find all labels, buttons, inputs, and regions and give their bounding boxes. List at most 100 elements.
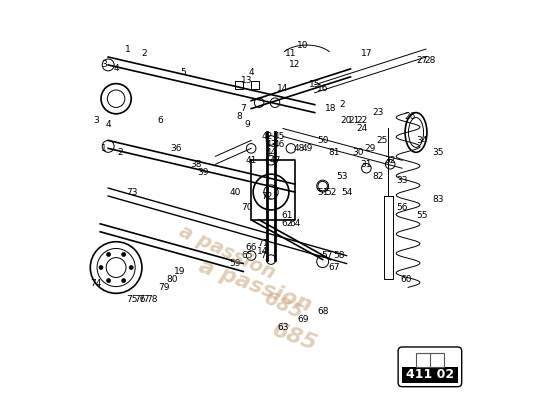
Text: a passion: a passion	[196, 256, 315, 315]
Text: 21: 21	[349, 116, 360, 125]
Text: 20: 20	[341, 116, 352, 125]
Text: 68: 68	[317, 307, 328, 316]
Text: 13: 13	[241, 76, 253, 85]
Bar	[251, 81, 259, 89]
Text: 42: 42	[261, 132, 273, 141]
Text: 2: 2	[340, 100, 345, 109]
Text: 77: 77	[138, 295, 150, 304]
Text: 38: 38	[190, 160, 201, 169]
Text: 34: 34	[416, 136, 428, 145]
Text: 14: 14	[257, 247, 269, 256]
Text: 54: 54	[341, 188, 352, 196]
Text: 80: 80	[166, 275, 178, 284]
Text: 61: 61	[281, 211, 293, 220]
Text: 81: 81	[329, 148, 340, 157]
Text: 27: 27	[416, 56, 428, 66]
Circle shape	[107, 252, 111, 256]
Text: 72: 72	[261, 192, 273, 200]
Text: 3: 3	[101, 60, 107, 70]
Text: 75: 75	[126, 295, 138, 304]
Text: 4: 4	[106, 120, 111, 129]
Text: 17: 17	[361, 48, 372, 58]
Text: 63: 63	[277, 323, 289, 332]
Bar	[402, 367, 458, 383]
Text: 67: 67	[329, 263, 340, 272]
Text: 19: 19	[174, 267, 185, 276]
Text: 46: 46	[273, 140, 285, 149]
Text: 66: 66	[245, 243, 257, 252]
Text: 7: 7	[260, 251, 266, 260]
Text: 79: 79	[158, 283, 169, 292]
Text: 14: 14	[277, 84, 289, 93]
Text: 29: 29	[365, 144, 376, 153]
Text: 32: 32	[384, 156, 396, 165]
Text: 41: 41	[245, 156, 257, 165]
Text: 36: 36	[170, 144, 182, 153]
Bar	[384, 196, 393, 280]
Text: 2: 2	[117, 148, 123, 157]
Text: 24: 24	[357, 124, 368, 133]
Text: 18: 18	[325, 104, 337, 113]
Text: 74: 74	[91, 279, 102, 288]
Text: 23: 23	[372, 108, 384, 117]
Text: 4: 4	[249, 68, 254, 77]
Text: 62: 62	[281, 219, 293, 228]
Text: 411 02: 411 02	[406, 368, 454, 381]
Text: 39: 39	[198, 168, 209, 177]
Text: 50: 50	[317, 136, 328, 145]
Text: 31: 31	[361, 160, 372, 169]
Circle shape	[107, 279, 111, 282]
Text: 28: 28	[424, 56, 436, 66]
Text: 40: 40	[229, 188, 241, 196]
Text: 69: 69	[297, 315, 309, 324]
FancyBboxPatch shape	[398, 347, 461, 387]
Text: 3: 3	[94, 116, 99, 125]
Text: 25: 25	[377, 136, 388, 145]
Text: 11: 11	[285, 48, 296, 58]
Text: 10: 10	[297, 40, 309, 50]
Text: 64: 64	[289, 219, 300, 228]
Text: 83: 83	[432, 196, 444, 204]
Circle shape	[99, 266, 103, 270]
Text: 15: 15	[309, 80, 321, 89]
Text: 35: 35	[432, 148, 444, 157]
Text: 44: 44	[266, 148, 277, 157]
Circle shape	[129, 266, 133, 270]
Text: 56: 56	[397, 204, 408, 212]
Bar	[416, 353, 444, 367]
Text: 59: 59	[229, 259, 241, 268]
Text: 22: 22	[357, 116, 368, 125]
Text: 45: 45	[273, 132, 285, 141]
Text: 47: 47	[270, 156, 280, 165]
Text: 1: 1	[101, 144, 107, 153]
Text: 53: 53	[337, 172, 348, 181]
Text: 65: 65	[241, 251, 253, 260]
Text: 33: 33	[397, 176, 408, 185]
Text: 82: 82	[372, 172, 384, 181]
Text: 73: 73	[126, 188, 138, 196]
Text: 71: 71	[257, 239, 269, 248]
Circle shape	[122, 279, 125, 282]
Text: 57: 57	[321, 251, 332, 260]
Text: 43: 43	[265, 140, 277, 149]
Text: 26: 26	[404, 112, 416, 121]
Text: 1: 1	[125, 44, 131, 54]
Text: 5: 5	[181, 68, 186, 77]
Text: 55: 55	[416, 211, 428, 220]
Text: 78: 78	[146, 295, 158, 304]
Text: 4: 4	[113, 64, 119, 74]
Text: 49: 49	[301, 144, 312, 153]
Text: 52: 52	[325, 188, 336, 196]
Text: 16: 16	[317, 84, 328, 93]
Text: 8: 8	[236, 112, 242, 121]
Text: 7: 7	[240, 104, 246, 113]
Text: 2: 2	[141, 48, 147, 58]
Text: 6: 6	[157, 116, 163, 125]
Circle shape	[122, 252, 125, 256]
Text: 60: 60	[400, 275, 412, 284]
Text: 70: 70	[241, 204, 253, 212]
Bar	[235, 81, 243, 89]
Text: 58: 58	[333, 251, 344, 260]
Text: 12: 12	[289, 60, 300, 70]
Text: 9: 9	[244, 120, 250, 129]
